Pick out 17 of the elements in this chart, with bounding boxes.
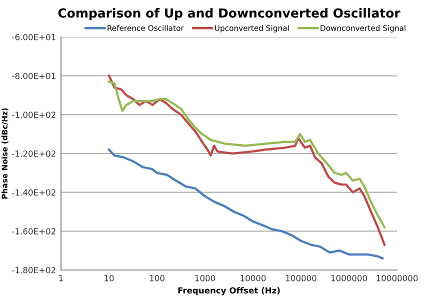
x-tick-label: 1000 <box>195 275 216 282</box>
y-tick-label: -8.00E+01 <box>12 72 56 80</box>
x-tick-label: 100 <box>150 275 164 282</box>
x-tick-label: 1000000 <box>331 275 368 282</box>
x-tick-label: 10000000 <box>376 275 418 282</box>
x-tick-label: 10000 <box>240 275 266 282</box>
y-tick-label: -1.80E+02 <box>12 266 56 274</box>
x-axis-title: Frequency Offset (Hz) <box>178 287 280 296</box>
x-tick-label: 100000 <box>286 275 316 282</box>
y-tick-label: -1.00E+02 <box>12 112 56 118</box>
y-tick-label: -1.40E+02 <box>12 189 56 196</box>
y-tick-label: -1.60E+02 <box>12 228 56 234</box>
x-tick-label: 10 <box>104 275 114 282</box>
y-tick-label: -6.00E+01 <box>12 34 56 40</box>
chart-title: Comparison of Up and Downconverted Oscillator <box>58 8 400 20</box>
x-tick-label: 1 <box>59 275 63 282</box>
y-tick-label: -1.20E+02 <box>12 150 56 157</box>
